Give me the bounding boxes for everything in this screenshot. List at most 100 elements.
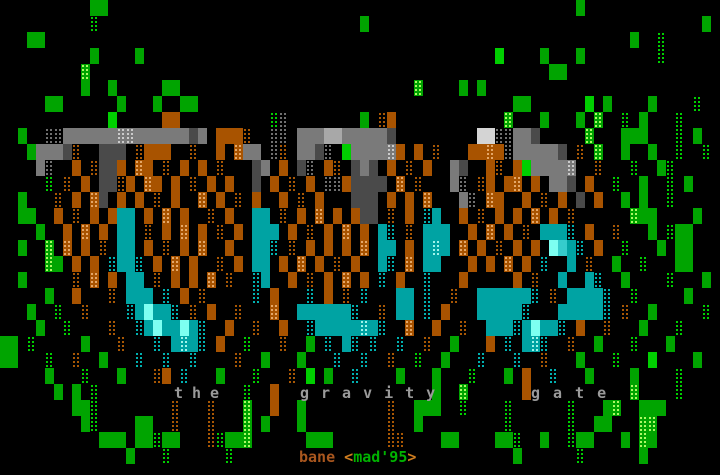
art-block-gray <box>549 176 558 192</box>
art-block-gray <box>531 160 540 176</box>
art-block-lighter-gray <box>477 128 486 144</box>
art-block-gray <box>180 128 189 144</box>
art-block-orange <box>225 240 234 256</box>
art-block-cyan <box>585 272 594 288</box>
art-block-green <box>108 432 117 448</box>
art-block-orange <box>594 192 603 208</box>
art-block-orange <box>207 176 216 192</box>
art-block-glow-green-dither <box>612 400 621 416</box>
art-block-cyan <box>441 224 450 240</box>
art-block-green-dither <box>567 416 576 432</box>
art-block-cyan <box>495 320 504 336</box>
art-block-orange <box>225 208 234 224</box>
art-block-cyan <box>378 256 387 272</box>
art-block-cyan <box>261 240 270 256</box>
art-block-orange <box>54 208 63 224</box>
art-block-orange <box>162 368 171 384</box>
art-block-green-dither <box>666 224 675 240</box>
art-block-orange <box>324 224 333 240</box>
art-block-orange-dither <box>459 320 468 336</box>
art-block-orange <box>477 240 486 256</box>
art-block-orange <box>171 112 180 128</box>
art-block-gray <box>153 128 162 144</box>
art-block-glow-green-dither <box>459 384 468 400</box>
art-block-cyan <box>252 208 261 224</box>
art-block-cyan-dither <box>576 240 585 256</box>
art-block-cyan-dither <box>360 352 369 368</box>
art-block-green <box>594 416 603 432</box>
art-block-orange <box>459 272 468 288</box>
art-block-gray <box>36 144 45 160</box>
art-block-gray <box>558 176 567 192</box>
art-block-green <box>18 272 27 288</box>
art-block-green <box>585 432 594 448</box>
art-block-cyan <box>135 288 144 304</box>
art-block-tan-dither <box>90 192 99 208</box>
art-block-cyan <box>432 256 441 272</box>
art-block-bright-cyan <box>153 320 162 336</box>
art-block-orange-dither <box>63 176 72 192</box>
art-block-tan-dither <box>486 224 495 240</box>
art-block-orange <box>135 192 144 208</box>
art-block-green <box>603 416 612 432</box>
art-block-green <box>657 240 666 256</box>
art-block-orange-dither <box>279 144 288 160</box>
art-block-green <box>81 400 90 416</box>
art-block-tan-dither <box>486 192 495 208</box>
art-block-green <box>108 80 117 96</box>
art-block-orange <box>342 176 351 192</box>
art-block-green <box>72 400 81 416</box>
art-block-green-dither <box>630 288 639 304</box>
art-block-orange <box>144 208 153 224</box>
art-block-light-gray <box>333 128 342 144</box>
art-block-tan-dither <box>459 240 468 256</box>
art-block-cyan-dither <box>513 320 522 336</box>
art-block-orange <box>405 192 414 208</box>
art-block-orange <box>234 128 243 144</box>
art-block-green <box>27 144 36 160</box>
art-block-cyan-dither <box>522 304 531 320</box>
art-block-green <box>477 80 486 96</box>
art-block-green-dither <box>54 304 63 320</box>
art-block-gray <box>549 160 558 176</box>
art-block-green-dither <box>27 336 36 352</box>
art-block-gray <box>450 176 459 192</box>
art-block-bright-cyan <box>549 240 558 256</box>
art-block-green-dither <box>513 432 522 448</box>
art-block-cyan <box>117 208 126 224</box>
art-block-orange <box>108 272 117 288</box>
art-block-cyan <box>189 320 198 336</box>
art-block-gray <box>297 144 306 160</box>
art-block-green <box>180 96 189 112</box>
art-block-gray <box>297 128 306 144</box>
art-block-green <box>360 112 369 128</box>
art-block-green <box>594 336 603 352</box>
art-block-orange <box>279 160 288 176</box>
art-block-gray-dither <box>270 128 279 144</box>
art-block-orange-dither <box>108 320 117 336</box>
art-block-green <box>540 112 549 128</box>
art-block-green <box>648 224 657 240</box>
art-block-orange <box>531 176 540 192</box>
art-block-orange <box>225 128 234 144</box>
art-block-orange <box>468 224 477 240</box>
title-word-gate: gate <box>531 384 620 402</box>
art-block-cyan <box>567 288 576 304</box>
art-block-gray <box>108 128 117 144</box>
art-block-orange-dither <box>585 256 594 272</box>
art-block-green <box>36 320 45 336</box>
art-block-green <box>45 368 54 384</box>
art-block-green <box>639 400 648 416</box>
art-block-gray-dither <box>54 128 63 144</box>
art-block-dark-gray <box>99 144 108 160</box>
art-block-green <box>396 368 405 384</box>
art-block-orange <box>324 160 333 176</box>
art-block-cyan <box>513 288 522 304</box>
art-block-tan-dither <box>315 208 324 224</box>
art-block-orange <box>360 272 369 288</box>
art-block-gray <box>378 144 387 160</box>
art-block-green <box>639 176 648 192</box>
art-block-orange <box>522 384 531 400</box>
art-block-orange <box>279 256 288 272</box>
art-block-green <box>621 192 630 208</box>
